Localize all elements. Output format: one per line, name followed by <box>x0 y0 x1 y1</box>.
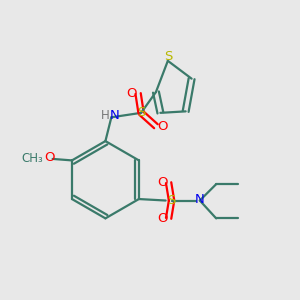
Text: N: N <box>195 193 205 206</box>
Text: S: S <box>167 194 176 207</box>
Text: O: O <box>157 120 168 133</box>
Text: O: O <box>157 212 167 225</box>
Text: O: O <box>44 151 55 164</box>
Text: CH₃: CH₃ <box>21 152 43 165</box>
Text: S: S <box>137 106 145 119</box>
Text: O: O <box>126 87 137 100</box>
Text: O: O <box>157 176 167 189</box>
Text: S: S <box>164 50 172 63</box>
Text: N: N <box>110 109 119 122</box>
Text: H: H <box>101 109 110 122</box>
